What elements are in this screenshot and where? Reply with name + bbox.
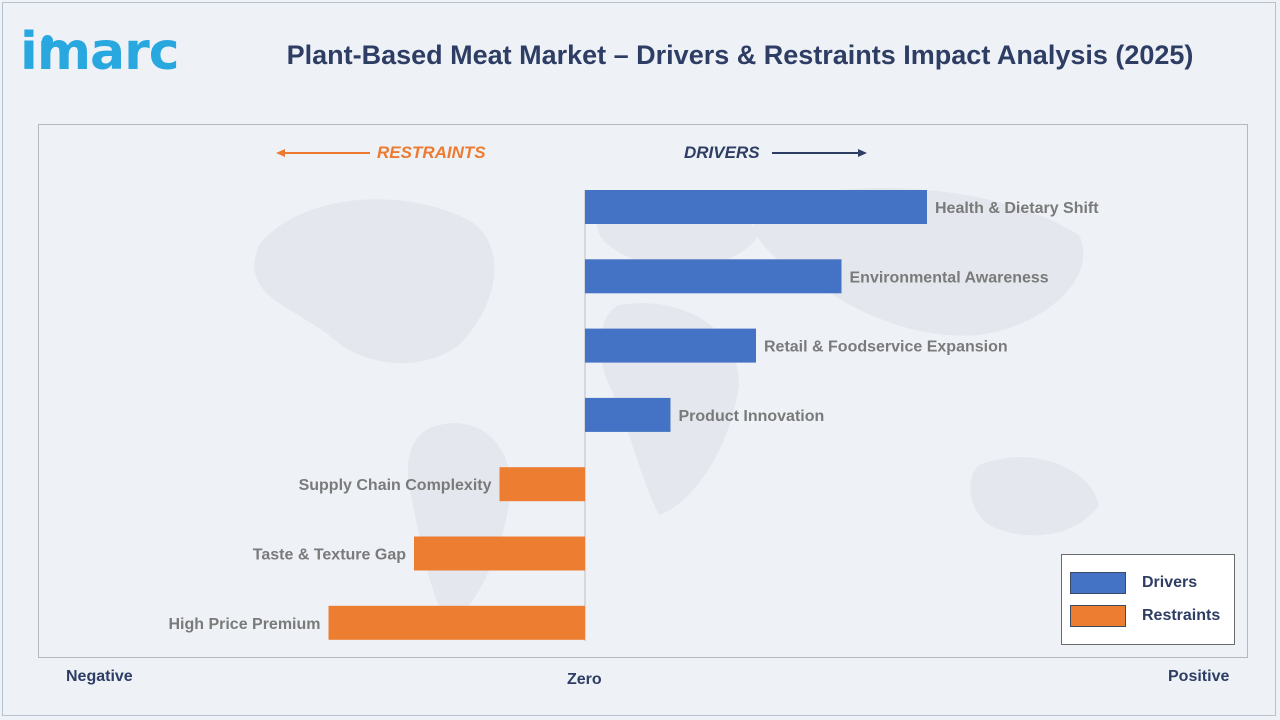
drivers-arrow-head xyxy=(858,149,867,157)
bar-driver xyxy=(585,328,756,363)
drivers-direction-label: DRIVERS xyxy=(684,143,760,162)
legend-item-restraints: Restraints xyxy=(1070,605,1230,629)
legend-swatch-restraints xyxy=(1070,605,1126,627)
category-label: Product Innovation xyxy=(679,408,825,425)
category-label: Environmental Awareness xyxy=(850,269,1049,286)
bar-driver xyxy=(585,190,927,224)
negative-axis-label: Negative xyxy=(66,668,133,685)
logo-dot xyxy=(42,35,53,46)
page-title: Plant-Based Meat Market – Drivers & Rest… xyxy=(286,40,1194,70)
zero-axis-label: Zero xyxy=(567,671,602,688)
bar-restraint xyxy=(414,536,585,571)
imarc-logo: imarc xyxy=(20,22,210,82)
bar-restraint xyxy=(499,467,585,502)
category-label: Taste & Texture Gap xyxy=(253,547,406,564)
category-label: Supply Chain Complexity xyxy=(299,477,492,494)
restraints-arrow-head xyxy=(276,149,285,157)
restraints-direction-label: RESTRAINTS xyxy=(377,143,486,162)
legend-label-restraints: Restraints xyxy=(1142,607,1221,624)
bar-driver xyxy=(585,397,671,432)
category-label: High Price Premium xyxy=(168,616,320,633)
legend-label-drivers: Drivers xyxy=(1142,574,1198,591)
logo-text: imarc xyxy=(20,22,180,82)
positive-axis-label: Positive xyxy=(1168,668,1230,685)
bar-restraint xyxy=(328,605,585,640)
legend-item-drivers: Drivers xyxy=(1070,572,1230,596)
chart-legend: Drivers Restraints xyxy=(1061,554,1235,645)
legend-swatch-drivers xyxy=(1070,572,1126,594)
category-label: Retail & Foodservice Expansion xyxy=(764,339,1008,356)
category-label: Health & Dietary Shift xyxy=(935,200,1099,217)
bar-driver xyxy=(585,259,842,294)
